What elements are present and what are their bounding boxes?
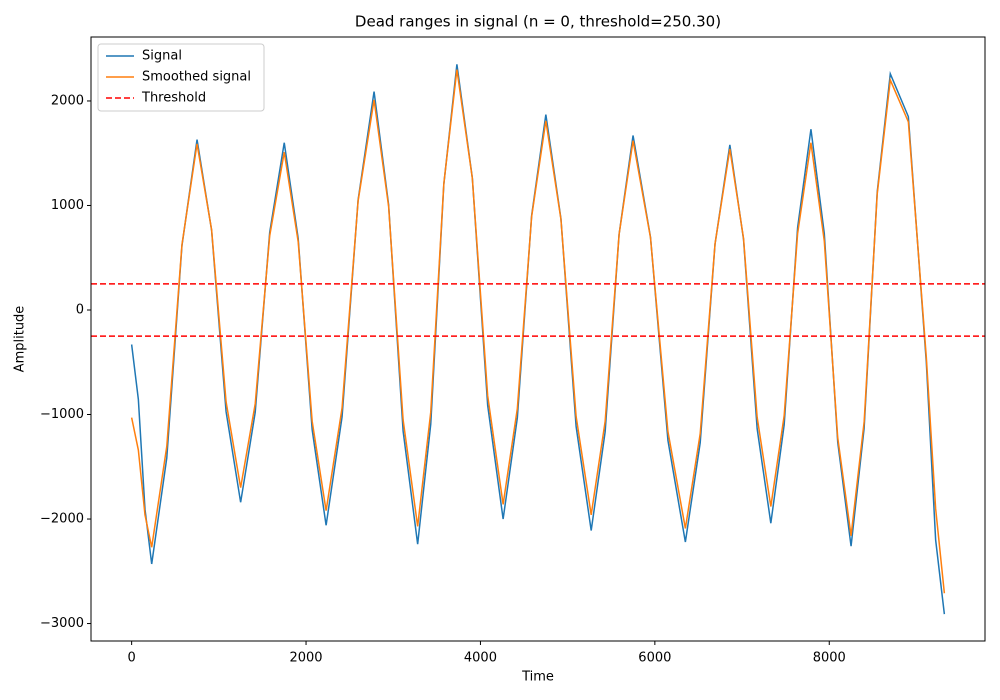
x-tick-label: 4000: [464, 651, 497, 666]
x-tick-label: 8000: [813, 651, 846, 666]
legend-label: Smoothed signal: [142, 70, 251, 85]
series-line: [130, 69, 946, 594]
y-tick-label: 1000: [51, 198, 84, 213]
chart-title: Dead ranges in signal (n = 0, threshold=…: [355, 13, 721, 31]
legend-box: [97, 43, 265, 112]
x-tick-label: 0: [127, 651, 135, 666]
plot-frame: [90, 36, 986, 642]
x-axis-label: Time: [521, 670, 554, 685]
x-tick-label: 2000: [289, 651, 322, 666]
y-tick-label: 2000: [51, 93, 84, 108]
x-tick-label: 6000: [638, 651, 671, 666]
y-axis-label: Amplitude: [13, 306, 28, 373]
legend-label: Signal: [142, 49, 182, 64]
y-tick-label: 0: [76, 302, 84, 317]
y-tick-label: −3000: [40, 616, 84, 631]
legend-label: Threshold: [141, 91, 206, 106]
y-tick-label: −1000: [40, 407, 84, 422]
y-tick-label: −2000: [40, 512, 84, 527]
